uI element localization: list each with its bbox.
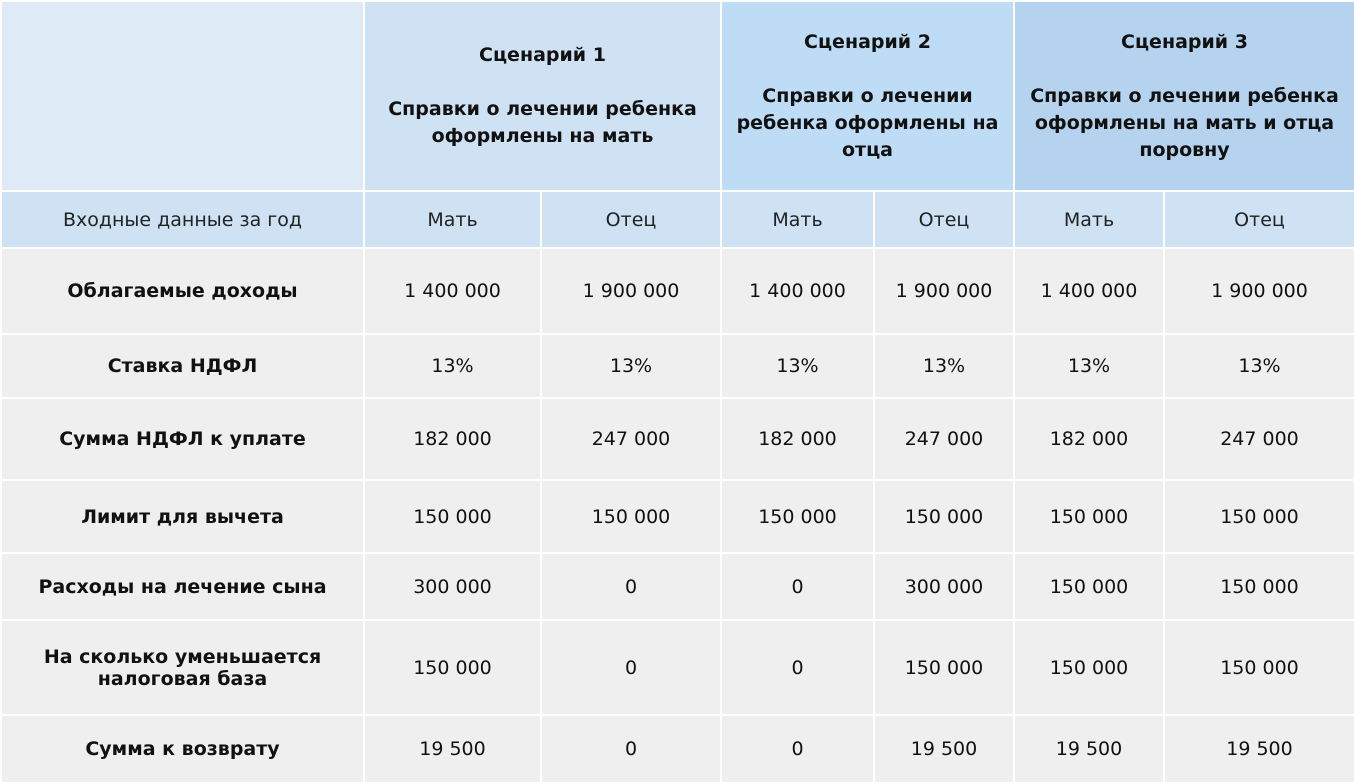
table-cell: 150 000 xyxy=(873,619,1015,716)
scenario-1-header: Сценарий 1 Справки о лечении ребенка офор… xyxy=(363,0,722,192)
table-cell: 150 000 xyxy=(1163,552,1354,621)
table-cell: 0 xyxy=(540,552,722,621)
row-label: Ставка НДФЛ xyxy=(0,333,365,399)
row-label: Облагаемые доходы xyxy=(0,247,365,335)
table-cell: 150 000 xyxy=(1013,479,1165,554)
row-label: Лимит для вычета xyxy=(0,479,365,554)
table-cell: 150 000 xyxy=(1163,479,1354,554)
row-label: Сумма НДФЛ к уплате xyxy=(0,397,365,481)
table-cell: 0 xyxy=(540,619,722,716)
table-cell: 182 000 xyxy=(720,397,875,481)
table-cell: 150 000 xyxy=(720,479,875,554)
table-cell: 0 xyxy=(540,714,722,784)
table-cell: 0 xyxy=(720,714,875,784)
table-cell: 150 000 xyxy=(1013,552,1165,621)
table-cell: 19 500 xyxy=(1163,714,1354,784)
table-cell: 150 000 xyxy=(1013,619,1165,716)
table-row: Сумма НДФЛ к уплате 182 000 247 000 182 000… xyxy=(0,397,1354,481)
table-cell: 150 000 xyxy=(363,479,542,554)
table-cell: 19 500 xyxy=(1013,714,1165,784)
table-cell: 0 xyxy=(720,552,875,621)
table-cell: 247 000 xyxy=(540,397,722,481)
row-label: На сколько уменьшается налоговая база xyxy=(0,619,365,716)
column-header: Отец xyxy=(540,190,722,249)
subheader-row: Входные данные за год Мать Отец Мать Оте… xyxy=(0,190,1354,249)
table-row: Расходы на лечение сына 300 000 0 0 300 000 1… xyxy=(0,552,1354,621)
column-header: Мать xyxy=(363,190,542,249)
table-cell: 182 000 xyxy=(363,397,542,481)
table-cell: 1 900 000 xyxy=(1163,247,1354,335)
column-header: Отец xyxy=(1163,190,1354,249)
table-cell: 13% xyxy=(720,333,875,399)
table-cell: 150 000 xyxy=(540,479,722,554)
table-cell: 247 000 xyxy=(1163,397,1354,481)
table-cell: 247 000 xyxy=(873,397,1015,481)
table-cell: 1 400 000 xyxy=(720,247,875,335)
row-label: Расходы на лечение сына xyxy=(0,552,365,621)
table-cell: 13% xyxy=(1013,333,1165,399)
table-cell: 13% xyxy=(363,333,542,399)
table-cell: 13% xyxy=(540,333,722,399)
table-cell: 0 xyxy=(720,619,875,716)
table-row: Ставка НДФЛ 13% 13% 13% 13% 13% 13% xyxy=(0,333,1354,399)
table-cell: 1 900 000 xyxy=(873,247,1015,335)
subheader-label: Входные данные за год xyxy=(0,190,365,249)
scenario-2-header: Сценарий 2 Справки о лечении ребенка офор… xyxy=(720,0,1015,192)
column-header: Отец xyxy=(873,190,1015,249)
table-cell: 1 400 000 xyxy=(1013,247,1165,335)
table-cell: 13% xyxy=(873,333,1015,399)
table-cell: 300 000 xyxy=(873,552,1015,621)
row-label: Сумма к возврату xyxy=(0,714,365,784)
scenario-3-header: Сценарий 3 Справки о лечении ребенка офор… xyxy=(1013,0,1354,192)
table-cell: 13% xyxy=(1163,333,1354,399)
table-row: Лимит для вычета 150 000 150 000 150 000 150… xyxy=(0,479,1354,554)
table-row: Облагаемые доходы 1 400 000 1 900 000 1 400… xyxy=(0,247,1354,335)
column-header: Мать xyxy=(720,190,875,249)
table-cell: 19 500 xyxy=(873,714,1015,784)
table-cell: 150 000 xyxy=(363,619,542,716)
table-cell: 300 000 xyxy=(363,552,542,621)
table-cell: 150 000 xyxy=(873,479,1015,554)
table-cell: 19 500 xyxy=(363,714,542,784)
table-cell: 150 000 xyxy=(1163,619,1354,716)
table-cell: 1 400 000 xyxy=(363,247,542,335)
table-cell: 182 000 xyxy=(1013,397,1165,481)
column-header: Мать xyxy=(1013,190,1165,249)
corner-cell xyxy=(0,0,365,192)
table-row: На сколько уменьшается налоговая база 150… xyxy=(0,619,1354,716)
scenario-header-row: Сценарий 1 Справки о лечении ребенка офор… xyxy=(0,0,1354,192)
table-cell: 1 900 000 xyxy=(540,247,722,335)
table-row: Сумма к возврату 19 500 0 0 19 500 19 500 19 5… xyxy=(0,714,1354,784)
